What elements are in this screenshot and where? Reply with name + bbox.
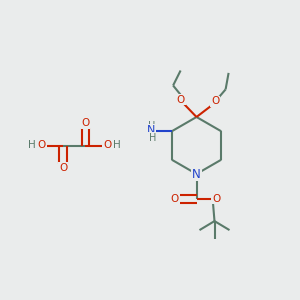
Text: N: N: [147, 125, 156, 135]
Text: O: O: [212, 194, 220, 204]
Text: O: O: [59, 163, 67, 173]
Text: O: O: [211, 96, 220, 106]
Text: O: O: [37, 140, 46, 151]
Text: H: H: [148, 121, 155, 131]
Text: H: H: [148, 133, 156, 143]
Text: O: O: [176, 94, 185, 105]
Text: O: O: [171, 194, 179, 204]
Text: H: H: [28, 140, 35, 151]
Text: O: O: [103, 140, 111, 151]
Text: O: O: [81, 118, 90, 128]
Text: H: H: [113, 140, 121, 151]
Text: N: N: [192, 167, 201, 181]
